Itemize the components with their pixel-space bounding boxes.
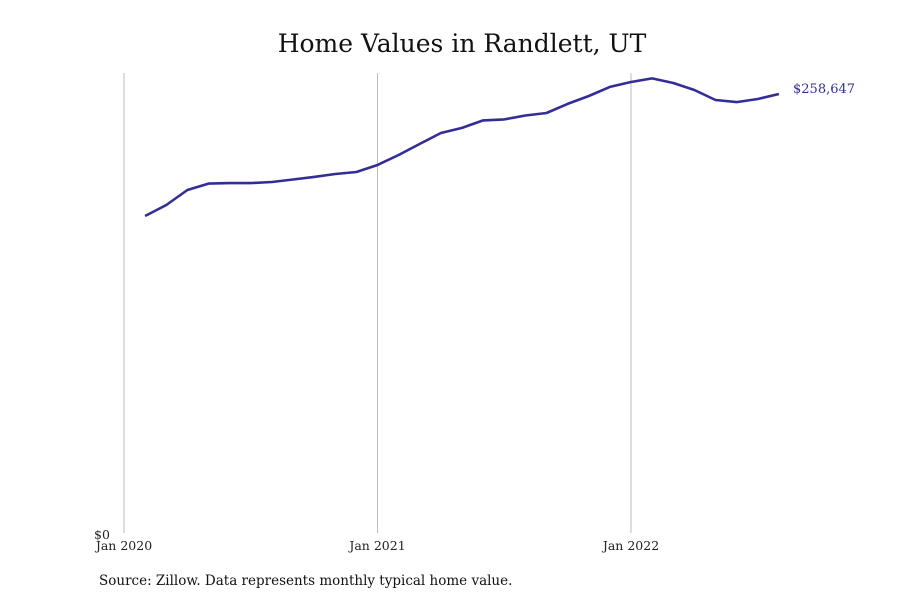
x-tick-label: Jan 2022	[601, 538, 659, 553]
x-tick-label: Jan 2021	[347, 538, 405, 553]
chart-title: Home Values in Randlett, UT	[278, 29, 647, 58]
y-tick-label: $0	[94, 527, 110, 542]
source-note: Source: Zillow. Data represents monthly …	[99, 573, 512, 589]
end-value-label: $258,647	[793, 82, 855, 97]
x-tick-label: Jan 2020	[94, 538, 152, 553]
series-line	[144, 77, 780, 218]
